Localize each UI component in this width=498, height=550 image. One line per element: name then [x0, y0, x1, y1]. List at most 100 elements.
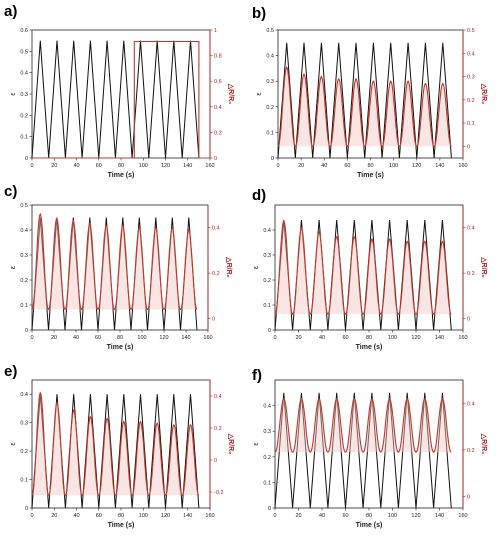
y2-tick-label: 0.8	[214, 54, 222, 60]
y2-axis-title: △R/R₀	[480, 433, 487, 455]
y-tick-label: 0	[271, 156, 274, 162]
y-tick-label: 0.3	[263, 253, 271, 259]
chart-panel-b: b) 0 20 40 60 80 100 120 140 160 0 0.1 0.2 0.3 0.4 0.5 0…	[252, 5, 487, 179]
x-axis-title: Time (s)	[357, 172, 384, 179]
x-tick-label: 0	[276, 163, 279, 169]
y-tick-label: 0.1	[266, 130, 274, 136]
y2-tick-label: 0.2	[214, 130, 222, 136]
y2-tick-label: 0.2	[212, 271, 220, 277]
y2-tick-label: 1	[214, 28, 217, 34]
x-tick-label: 0	[273, 513, 276, 519]
y-tick-label: 0	[25, 156, 28, 162]
panel-label: e)	[4, 363, 17, 380]
x-tick-label: 40	[73, 513, 79, 519]
x-tick-label: 60	[342, 513, 348, 519]
x-tick-label: 120	[412, 163, 421, 169]
chart-panel-d: d) 0 20 40 60 80 100 120 140 160 0 0.1 0.2 0.3 0.4 0 0.2…	[252, 187, 487, 351]
x-tick-label: 80	[367, 163, 373, 169]
x-tick-label: 140	[181, 335, 190, 341]
panel-label: c)	[4, 183, 17, 200]
x-tick-label: 20	[51, 513, 57, 519]
y2-tick-label: 0.4	[214, 394, 222, 400]
y2-tick-label: 0	[212, 317, 215, 323]
y-axis-title: ε	[10, 92, 17, 95]
y2-tick-label: 0.4	[467, 401, 475, 407]
x-tick-label: 140	[435, 513, 444, 519]
x-tick-label: 120	[411, 335, 420, 341]
y2-tick-label: 0.3	[467, 75, 475, 81]
x-tick-label: 0	[30, 163, 33, 169]
y-tick-label: 0.2	[20, 113, 28, 119]
x-tick-label: 0	[30, 513, 33, 519]
response-series-line	[31, 391, 200, 497]
y2-tick-label: 0.4	[214, 105, 222, 111]
x-tick-label: 60	[95, 335, 101, 341]
x-tick-label: 40	[73, 335, 79, 341]
y-axis-title: ε	[10, 266, 17, 269]
y-tick-label: 0.1	[263, 303, 271, 309]
y-tick-label: 0.5	[266, 28, 274, 34]
x-tick-label: 40	[321, 163, 327, 169]
x-tick-label: 20	[295, 335, 301, 341]
y2-axis-title: △R/R₀	[480, 83, 487, 105]
response-series-line	[31, 212, 198, 311]
x-tick-label: 60	[342, 335, 348, 341]
y-tick-label: 0.5	[20, 203, 28, 209]
y-tick-label: 0	[268, 328, 271, 334]
y-tick-label: 0.5	[20, 49, 28, 55]
x-tick-label: 60	[344, 163, 350, 169]
y-tick-label: 0.1	[20, 478, 28, 484]
x-tick-label: 100	[139, 163, 148, 169]
x-tick-label: 80	[118, 513, 124, 519]
x-tick-label: 160	[458, 163, 467, 169]
y2-tick-label: 0.2	[214, 426, 222, 432]
x-tick-label: 0	[273, 335, 276, 341]
x-tick-label: 140	[435, 335, 444, 341]
x-tick-label: 120	[161, 163, 170, 169]
y2-axis-title: △R/R₀	[480, 256, 487, 278]
x-tick-label: 0	[30, 335, 33, 341]
x-tick-label: 40	[319, 513, 325, 519]
strain-series-line	[274, 392, 452, 509]
x-axis-title: Time (s)	[108, 172, 135, 179]
y-tick-label: 0.1	[20, 303, 28, 309]
x-tick-label: 60	[96, 163, 102, 169]
x-tick-label: 40	[73, 163, 79, 169]
y-tick-label: 0.4	[20, 71, 28, 77]
panel-label: b)	[252, 5, 266, 22]
chart-panel-e: e) 0 20 40 60 80 100 120 140 160 0 0.1 0.2 0.3 0.4 -0.2…	[4, 363, 234, 529]
y-tick-label: 0.3	[263, 429, 271, 435]
x-tick-label: 80	[117, 335, 123, 341]
x-tick-label: 40	[319, 335, 325, 341]
x-tick-label: 100	[137, 335, 146, 341]
chart-panel-c: c) 0 20 40 60 80 100 120 140 160 0 0.1 0.2 0.3 0.4 0.5 0…	[4, 183, 232, 351]
x-axis-title: Time (s)	[356, 522, 383, 529]
response-series-line	[274, 397, 452, 453]
y-tick-label: 0.6	[20, 28, 28, 34]
x-tick-label: 140	[435, 163, 444, 169]
y2-tick-label: -0.2	[214, 490, 223, 496]
x-tick-label: 80	[366, 335, 372, 341]
y2-tick-label: 0.2	[467, 448, 475, 454]
y2-tick-label: 0.1	[467, 121, 475, 127]
y2-tick-label: 0.6	[214, 79, 222, 85]
y2-tick-label: 0.4	[467, 226, 475, 232]
y-axis-title: ε	[253, 266, 260, 269]
strain-series-line	[277, 42, 452, 159]
y2-tick-label: 0	[214, 458, 217, 464]
response-series-line	[277, 66, 452, 148]
x-tick-label: 80	[366, 513, 372, 519]
response-series-fill	[278, 67, 452, 147]
x-tick-label: 120	[161, 513, 170, 519]
y-tick-label: 0.4	[263, 404, 271, 410]
y-tick-label: 0.3	[20, 92, 28, 98]
x-axis-title: Time (s)	[108, 522, 135, 529]
x-tick-label: 60	[96, 513, 102, 519]
y-tick-label: 0.2	[263, 278, 271, 284]
x-tick-label: 160	[458, 513, 467, 519]
y-tick-label: 0.2	[20, 449, 28, 455]
y-tick-label: 0.2	[20, 278, 28, 284]
x-tick-label: 100	[388, 513, 397, 519]
y2-tick-label: 0.4	[467, 51, 475, 57]
x-tick-label: 120	[159, 335, 168, 341]
